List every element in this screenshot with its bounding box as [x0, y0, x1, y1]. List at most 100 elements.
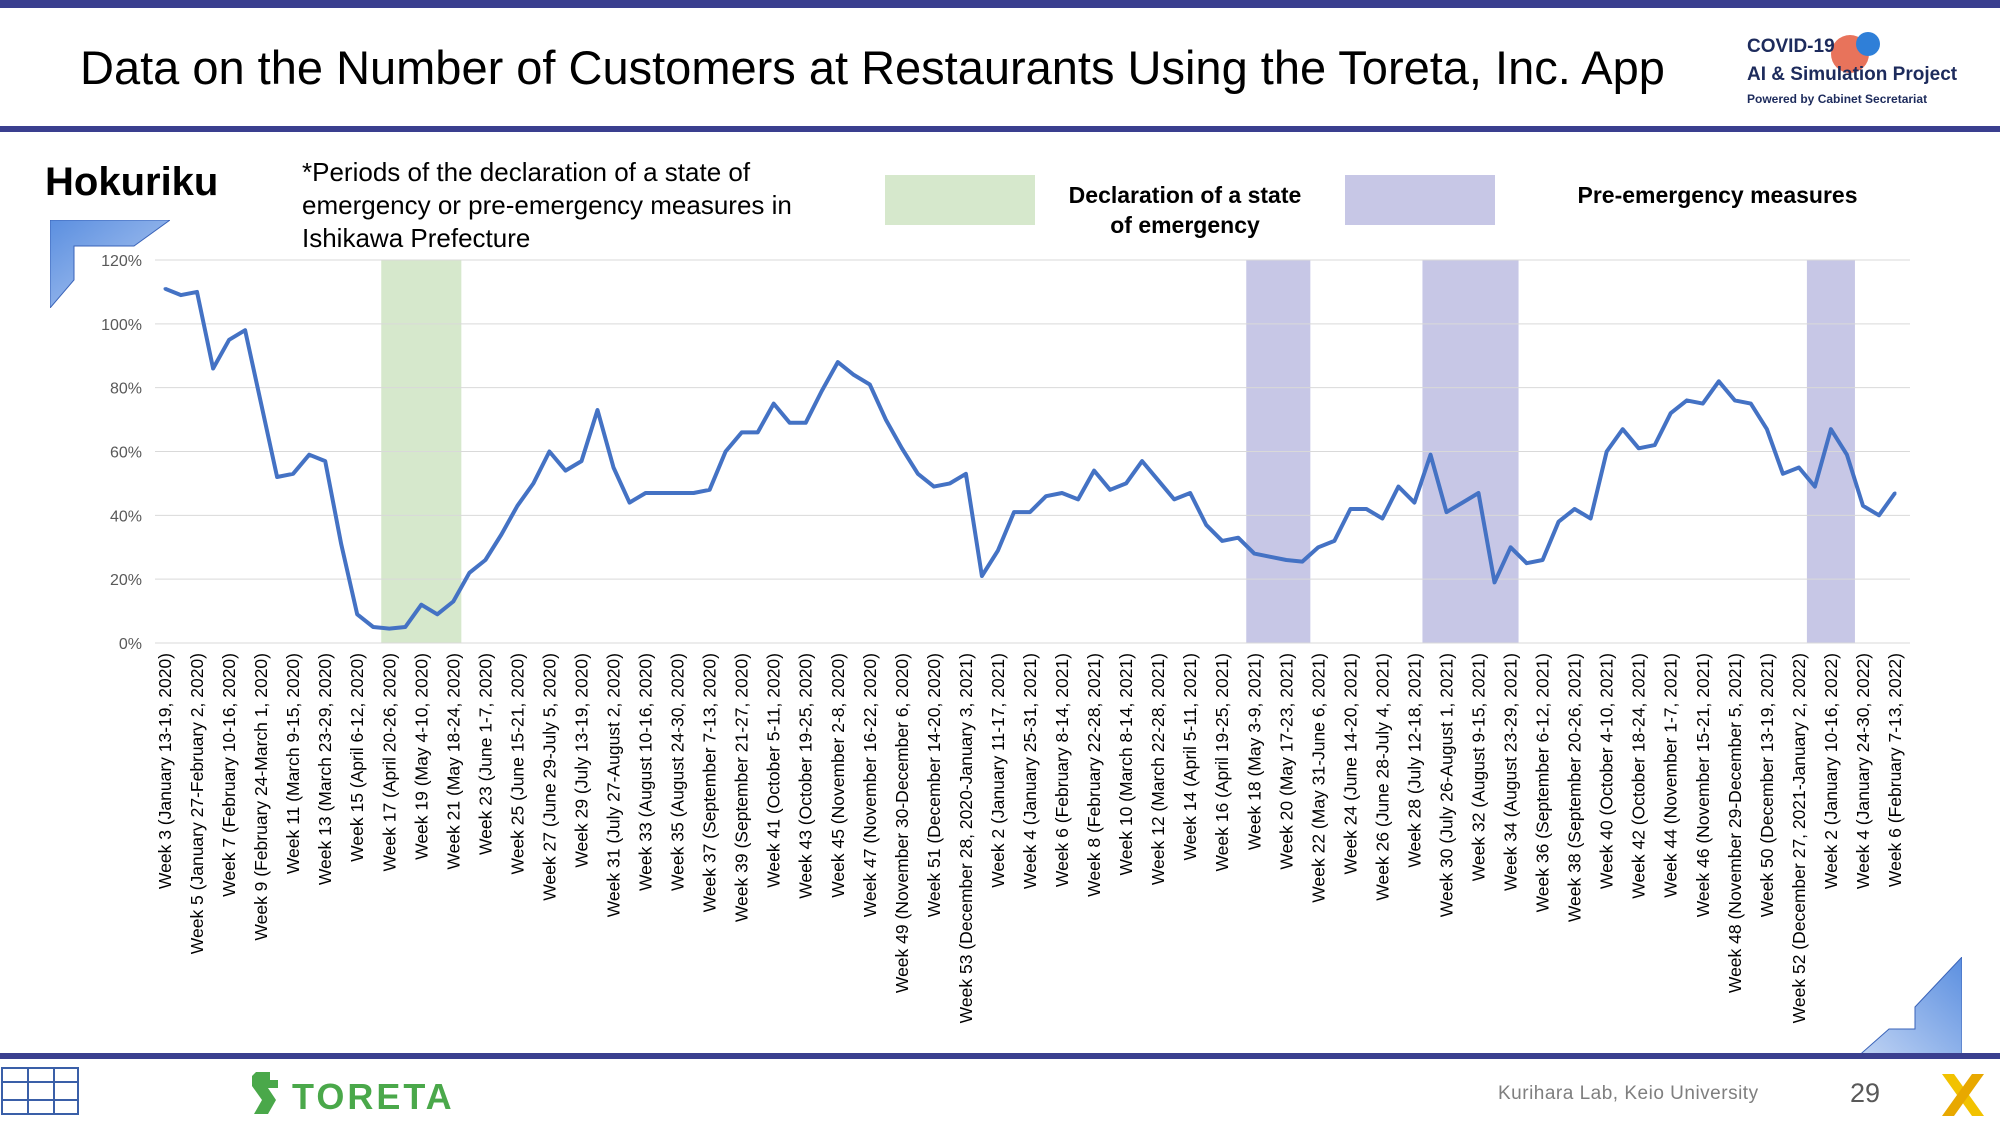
x-tick-label: Week 52 (December 27, 2021-January 2, 20… — [1789, 653, 1809, 1023]
data-point — [1621, 427, 1625, 431]
x-tick-label: Week 32 (August 9-15, 2021) — [1469, 653, 1489, 881]
data-point — [1300, 560, 1304, 564]
y-tick-label: 40% — [110, 508, 142, 525]
data-point — [916, 472, 920, 476]
data-point — [1236, 536, 1240, 540]
data-point — [1396, 485, 1400, 489]
data-point — [1012, 510, 1016, 514]
period-note: *Periods of the declaration of a state o… — [302, 157, 792, 253]
data-point — [1893, 491, 1897, 495]
data-point — [1877, 513, 1881, 517]
toreta-logo-icon — [252, 1072, 278, 1114]
x-tick-label: Week 29 (July 13-19, 2020) — [572, 653, 592, 868]
data-point — [1172, 497, 1176, 501]
data-point — [1044, 494, 1048, 498]
data-point — [596, 408, 599, 412]
x-tick-label: Week 46 (November 15-21, 2021) — [1693, 653, 1713, 917]
data-point — [756, 430, 760, 434]
x-tick-label: Week 44 (November 1-7, 2021) — [1661, 653, 1681, 898]
title-rule — [0, 126, 2000, 132]
x-tick-label: Week 13 (March 23-29, 2020) — [315, 653, 335, 885]
x-tick-label: Week 37 (September 7-13, 2020) — [700, 653, 720, 912]
data-point — [323, 459, 327, 463]
x-tick-label: Week 7 (February 10-16, 2020) — [219, 653, 239, 897]
data-point — [612, 465, 616, 469]
data-point — [291, 472, 295, 476]
legend-emergency-label: Declaration of a state of emergency — [1040, 180, 1330, 240]
data-point — [1412, 501, 1416, 505]
data-point — [1829, 427, 1833, 431]
data-point — [1124, 481, 1128, 485]
data-point — [1685, 398, 1689, 402]
data-point — [1316, 545, 1320, 549]
data-point — [628, 501, 632, 505]
data-point — [1749, 402, 1753, 406]
x-tick-label: Week 35 (August 24-30, 2020) — [668, 653, 688, 891]
y-tick-label: 80% — [110, 381, 142, 398]
bottom-rule — [0, 1053, 2000, 1059]
data-point — [772, 402, 776, 406]
x-tick-label: Week 27 (June 29-July 5, 2020) — [539, 653, 559, 901]
data-point — [1605, 450, 1609, 453]
data-point — [563, 469, 567, 473]
data-point — [179, 293, 183, 297]
data-point — [948, 481, 952, 485]
data-point — [163, 287, 167, 291]
legend-emergency-line2: of emergency — [1110, 212, 1260, 238]
data-point — [435, 612, 439, 616]
data-point — [1781, 472, 1785, 476]
data-point — [195, 290, 199, 294]
data-point — [1268, 555, 1272, 559]
data-point — [1444, 510, 1448, 514]
data-point — [1861, 504, 1865, 508]
data-point — [403, 625, 407, 629]
data-point — [1557, 520, 1561, 524]
data-point — [1669, 411, 1673, 415]
data-point — [1108, 488, 1112, 492]
data-point — [708, 488, 712, 492]
data-point — [1380, 517, 1384, 521]
data-point — [371, 625, 375, 629]
data-point — [211, 367, 215, 371]
x-tick-label: Week 3 (January 13-19, 2020) — [155, 653, 175, 889]
data-point — [419, 603, 423, 607]
x-tick-label: Week 25 (June 15-21, 2020) — [507, 653, 527, 874]
data-point — [1477, 491, 1481, 495]
data-point — [644, 491, 648, 495]
data-point — [932, 485, 936, 489]
x-tick-label: Week 19 (May 4-10, 2020) — [411, 653, 431, 860]
data-point — [804, 421, 808, 425]
x-tick-label: Week 26 (June 28-July 4, 2021) — [1372, 653, 1392, 901]
x-tick-label: Week 40 (October 4-10, 2021) — [1597, 653, 1617, 889]
x-tick-label: Week 15 (April 6-12, 2020) — [347, 653, 367, 862]
x-tick-label: Week 16 (April 19-25, 2021) — [1212, 653, 1232, 872]
data-point — [1428, 453, 1432, 457]
data-point — [900, 446, 904, 450]
data-point — [1028, 510, 1032, 514]
data-point — [1461, 501, 1464, 505]
data-point — [1845, 453, 1849, 457]
x-tick-label: Week 20 (May 17-23, 2021) — [1276, 653, 1296, 870]
y-tick-label: 120% — [101, 253, 142, 270]
data-point — [1701, 402, 1705, 406]
page-number: 29 — [1850, 1078, 1881, 1108]
logo-circles-icon — [1831, 32, 1880, 73]
data-point — [1220, 539, 1224, 543]
x-tick-label: Week 6 (February 7-13, 2022) — [1885, 653, 1905, 887]
x-tick-label: Week 4 (January 25-31, 2021) — [1020, 653, 1040, 889]
logo-line1: COVID-19 — [1747, 36, 1835, 57]
x-tick-label: Week 45 (November 2-8, 2020) — [828, 653, 848, 898]
data-point — [836, 360, 840, 364]
corner-accent-br-icon — [1855, 957, 1962, 1059]
data-point — [996, 548, 1000, 552]
x-tick-label: Week 9 (February 24-March 1, 2020) — [251, 653, 271, 941]
x-tick-label: Week 41 (October 5-11, 2020) — [764, 653, 784, 888]
x-tick-label: Week 2 (January 11-17, 2021) — [988, 653, 1008, 888]
logo-line3: Powered by Cabinet Secretariat — [1747, 92, 1928, 106]
data-point — [788, 421, 792, 425]
data-point — [275, 475, 279, 479]
keio-lab-logo-icon — [1, 1067, 79, 1115]
data-point — [243, 328, 247, 332]
data-point — [1589, 517, 1593, 521]
x-tick-label: Week 14 (April 5-11, 2021) — [1180, 653, 1200, 861]
